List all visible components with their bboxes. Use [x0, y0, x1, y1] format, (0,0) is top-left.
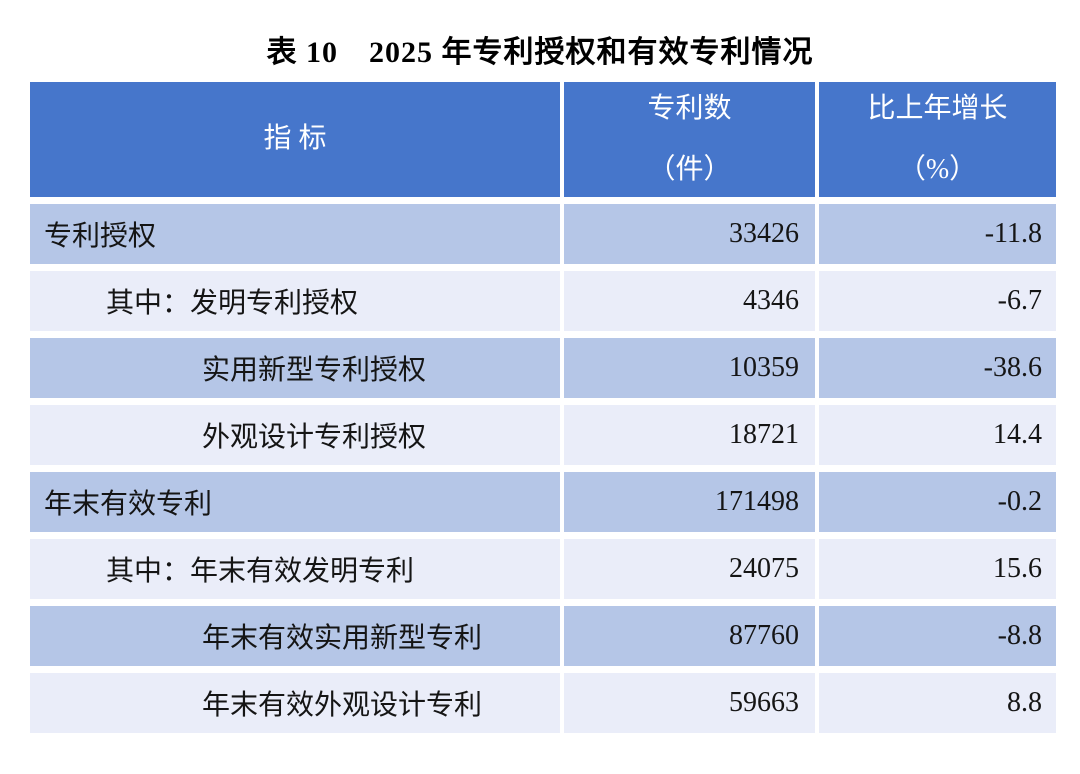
header-indicator-label: 指 标 — [263, 123, 327, 155]
header-growth-line1: 比上年增长 — [867, 92, 1008, 124]
growth-cell: -0.2 — [817, 465, 1056, 536]
indicator-cell: 年末有效专利 — [30, 465, 564, 536]
table-row: 实用新型专利授权 10359 -38.6 — [30, 331, 1056, 402]
indicator-cell: 专利授权 — [30, 197, 564, 268]
indicator-cell: 实用新型专利授权 — [30, 331, 564, 402]
indicator-cell: 其中：发明专利授权 — [30, 264, 564, 335]
table-row: 年末有效专利 171498 -0.2 — [30, 465, 1056, 536]
patent-count-cell: 24075 — [562, 532, 819, 603]
header-indicator: 指 标 — [30, 82, 564, 201]
patent-count-cell: 33426 — [562, 197, 819, 268]
growth-cell: -6.7 — [817, 264, 1056, 335]
patent-count-cell: 171498 — [562, 465, 819, 536]
indicator-cell: 年末有效实用新型专利 — [30, 599, 564, 670]
page-title: 表 10 2025 年专利授权和有效专利情况 — [266, 36, 814, 69]
table-row: 其中：年末有效发明专利 24075 15.6 — [30, 532, 1056, 603]
indicator-cell: 其中：年末有效发明专利 — [30, 532, 564, 603]
table-row: 外观设计专利授权 18721 14.4 — [30, 398, 1056, 469]
header-growth-line2: （%） — [897, 153, 978, 185]
table-row: 其中：发明专利授权 4346 -6.7 — [30, 264, 1056, 335]
growth-cell: 8.8 — [817, 666, 1056, 733]
table-row: 年末有效实用新型专利 87760 -8.8 — [30, 599, 1056, 670]
table-row: 专利授权 33426 -11.8 — [30, 197, 1056, 268]
header-growth: 比上年增长 （%） — [817, 82, 1056, 201]
patent-stats-table: 指 标 专利数 （件） 比上年增长 （%） 专利授权 33426 -11.8 — [30, 82, 1056, 733]
header-row: 指 标 专利数 （件） 比上年增长 （%） — [30, 82, 1056, 201]
growth-cell: -38.6 — [817, 331, 1056, 402]
indicator-cell: 年末有效外观设计专利 — [30, 666, 564, 733]
growth-cell: 14.4 — [817, 398, 1056, 469]
growth-cell: -8.8 — [817, 599, 1056, 670]
growth-cell: 15.6 — [817, 532, 1056, 603]
patent-count-cell: 4346 — [562, 264, 819, 335]
growth-cell: -11.8 — [817, 197, 1056, 268]
patent-count-cell: 87760 — [562, 599, 819, 670]
header-patent-count-line2: （件） — [647, 153, 732, 185]
indicator-cell: 外观设计专利授权 — [30, 398, 564, 469]
table-row: 年末有效外观设计专利 59663 8.8 — [30, 666, 1056, 733]
patent-count-cell: 59663 — [562, 666, 819, 733]
header-patent-count: 专利数 （件） — [562, 82, 819, 201]
patent-count-cell: 18721 — [562, 398, 819, 469]
patent-count-cell: 10359 — [562, 331, 819, 402]
header-patent-count-line1: 专利数 — [647, 92, 732, 124]
